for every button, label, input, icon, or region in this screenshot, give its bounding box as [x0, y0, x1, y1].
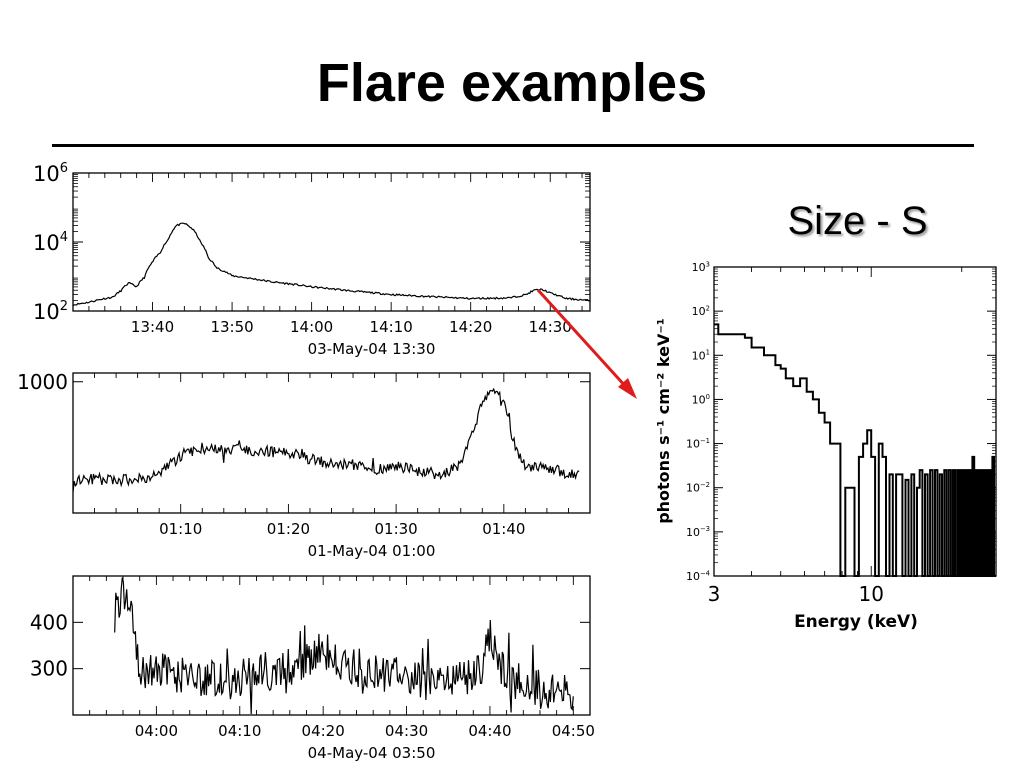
x-axis-label: 04-May-04 03:50	[308, 744, 436, 762]
x-tick-label: 3	[708, 582, 721, 606]
y-tick-label: 102	[692, 305, 710, 319]
x-tick-label: 04:40	[468, 722, 511, 740]
y-tick-label: 104	[33, 230, 68, 255]
x-axis-label: 01-May-04 01:00	[308, 542, 436, 560]
x-tick-label: 04:20	[302, 722, 345, 740]
series-line	[72, 387, 580, 493]
x-axis-label: 03-May-04 13:30	[308, 340, 436, 358]
x-tick-label: 01:10	[159, 520, 202, 538]
arrow-shaft	[536, 288, 629, 390]
x-axis-label: Energy (keV)	[794, 612, 918, 632]
x-tick-label: 04:00	[135, 722, 178, 740]
arrow-head	[618, 378, 637, 399]
title-divider	[52, 144, 974, 147]
x-tick-label: 01:30	[375, 520, 418, 538]
x-tick-label: 14:20	[449, 318, 492, 336]
x-tick-label: 04:10	[218, 722, 261, 740]
y-tick-label: 102	[33, 299, 68, 324]
y-tick-label: 101	[692, 349, 710, 363]
y-tick-label: 10−4	[686, 569, 710, 583]
x-tick-label: 13:50	[210, 318, 253, 336]
lightcurve-chart-may01: 1000 01:10 01:20 01:30 01:40 01-May-04 01:00	[17, 370, 591, 560]
y-tick-label: 10−3	[686, 525, 710, 539]
y-tick-label: 10−1	[686, 437, 710, 451]
plot-frame	[72, 372, 591, 514]
x-tick-label: 14:10	[370, 318, 413, 336]
y-tick-label: 300	[30, 657, 68, 681]
x-tick-label: 14:30	[529, 318, 572, 336]
spectrum-chart: 103 102 101 100 10−1 10−2 10−3 10−43 10 Energy (k…	[654, 260, 997, 632]
series-line	[114, 577, 574, 715]
x-tick-label: 13:40	[131, 318, 174, 336]
x-tick-label: 04:50	[552, 722, 595, 740]
series-line	[72, 222, 591, 307]
y-tick-label: 10−2	[686, 481, 710, 495]
x-tick-label: 01:20	[267, 520, 310, 538]
x-tick-label: 04:30	[385, 722, 428, 740]
size-label: Size - S	[787, 199, 928, 243]
lightcurve-chart-may03: 102 104 106 13:40 13:50 14:00 14:10 14:20 14:30 0…	[33, 161, 591, 358]
y-tick-label: 106	[33, 161, 68, 186]
y-tick-label: 103	[692, 260, 710, 274]
plot-frame	[72, 575, 591, 716]
x-tick-label: 01:40	[482, 520, 525, 538]
slide-title: Flare examples	[316, 53, 708, 113]
y-tick-label: 1000	[17, 370, 68, 394]
series-step-line	[714, 323, 996, 577]
callout-arrow	[536, 288, 637, 399]
y-tick-label: 400	[30, 610, 68, 634]
y-axis-label: photons s⁻¹ cm⁻² keV⁻¹	[654, 318, 673, 524]
x-tick-label: 14:00	[290, 318, 333, 336]
plot-frame	[72, 172, 591, 312]
lightcurve-chart-may04: 300 400 04:00 04:10 04:20 04:30 04:40 04:50 04-M…	[30, 575, 595, 762]
y-tick-label: 100	[692, 393, 710, 407]
x-tick-label: 10	[858, 582, 883, 606]
